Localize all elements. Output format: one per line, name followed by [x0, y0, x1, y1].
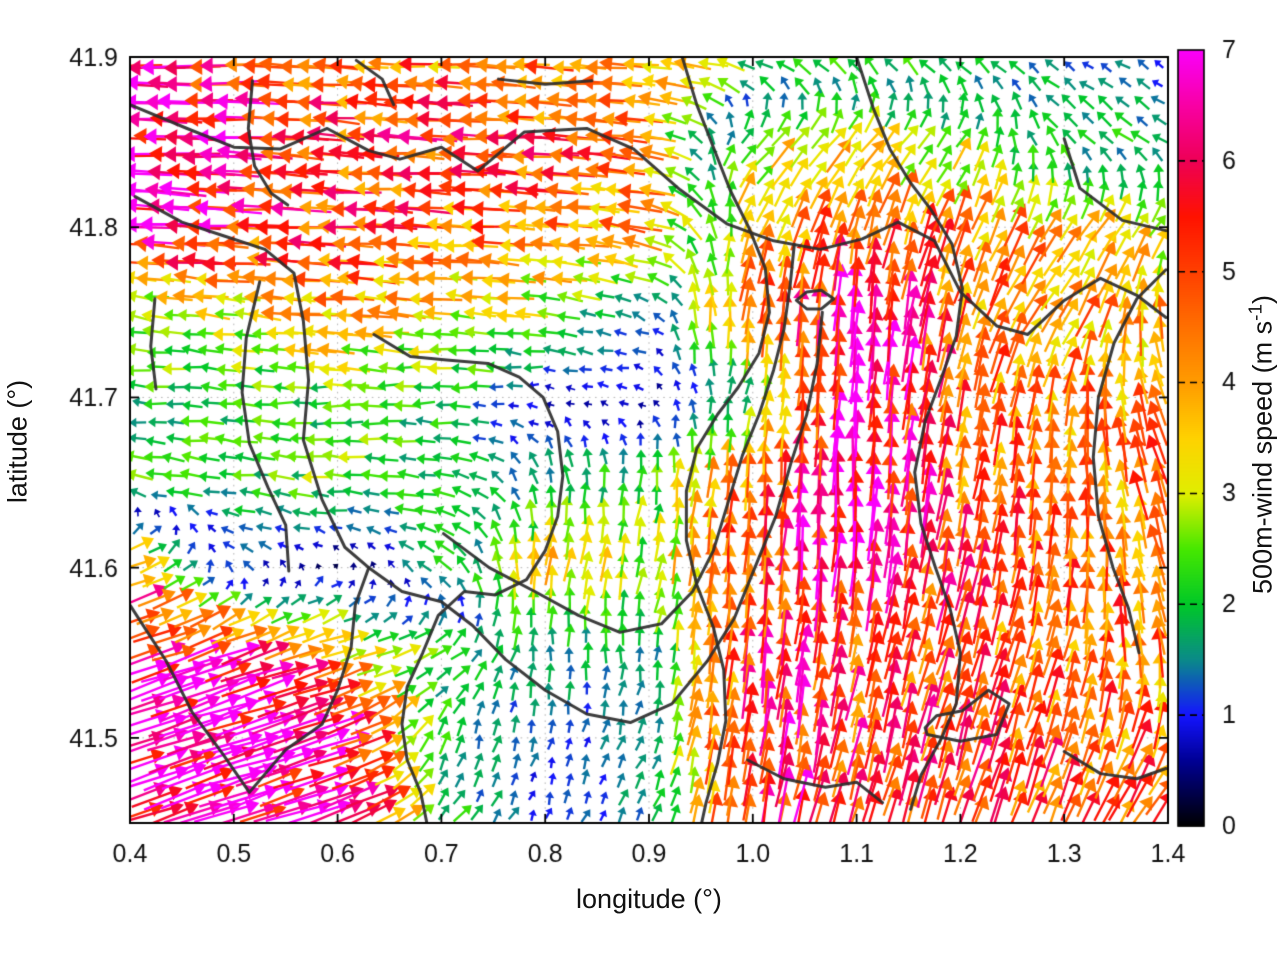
- colorbar-title-suffix: ): [1247, 295, 1278, 305]
- colorbar-title: 500m-wind speed (m s-1): [1246, 275, 1279, 615]
- colorbar-title-text: 500m-wind speed (m s: [1247, 320, 1278, 594]
- x-axis-title: longitude (°): [576, 884, 722, 914]
- colorbar-title-sup: -1: [1245, 304, 1267, 321]
- y-axis-title: latitude (°): [2, 379, 33, 504]
